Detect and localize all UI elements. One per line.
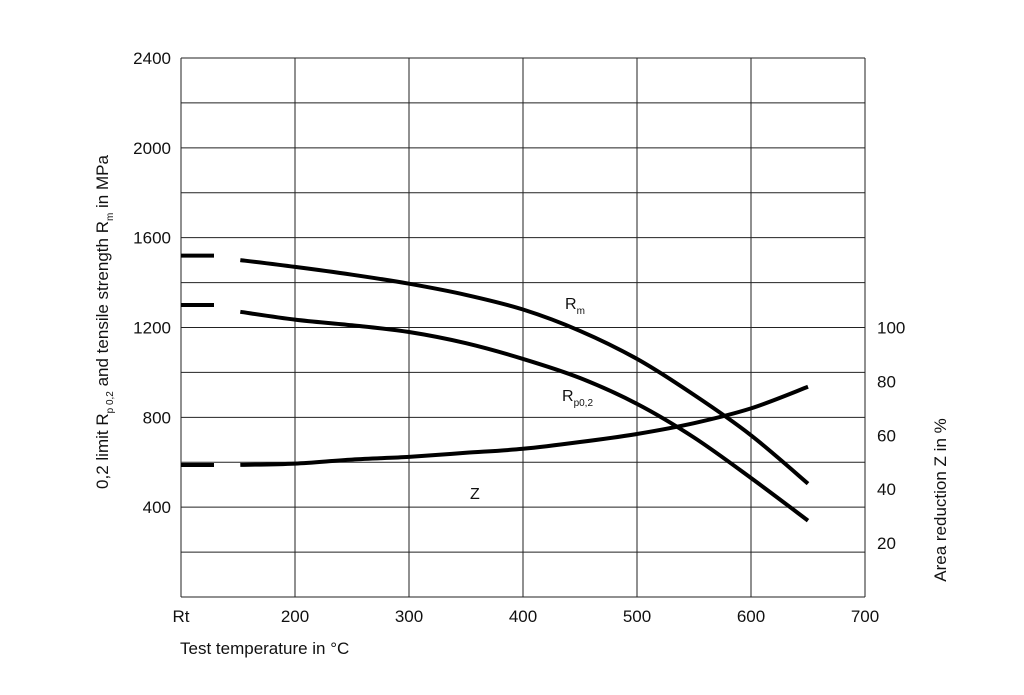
y-right-tick-label: 60 — [877, 426, 896, 445]
y-left-tick-label: 800 — [143, 408, 171, 427]
y-right-tick-labels: 20 40 60 80 100 — [877, 319, 905, 554]
y-left-title-part3: in MPa — [93, 155, 112, 213]
y-left-title-sub1: p 0,2 — [105, 391, 116, 414]
y-left-tick-label: 400 — [143, 498, 171, 517]
y-left-tick-label: 2400 — [133, 49, 171, 68]
series-layer — [240, 258, 810, 523]
y-left-title-part1: 0,2 limit R — [93, 413, 112, 489]
rt-markers — [181, 253, 214, 467]
series-labels: Rm Rp0,2 Z — [470, 296, 593, 503]
x-tick-label: 500 — [623, 607, 651, 626]
x-tick-label: Rt — [173, 607, 190, 626]
series-line-rm — [240, 258, 810, 486]
y-right-tick-label: 20 — [877, 534, 896, 553]
series-line-z — [240, 384, 809, 467]
x-tick-label: 400 — [509, 607, 537, 626]
y-left-tick-labels: 400 800 1200 1600 2000 2400 — [133, 49, 171, 517]
y-left-title-sub2: m — [105, 213, 116, 221]
series-label-rp02: Rp0,2 — [562, 388, 593, 409]
y-right-tick-label: 80 — [877, 372, 896, 391]
y-left-tick-label: 2000 — [133, 139, 171, 158]
y-right-axis-title: Area reduction Z in % — [931, 418, 950, 581]
x-tick-label: 700 — [851, 607, 879, 626]
y-right-tick-label: 40 — [877, 480, 896, 499]
series-label-z: Z — [470, 486, 480, 503]
y-left-axis-title: 0,2 limit Rp 0,2 and tensile strength Rm… — [93, 155, 116, 489]
x-axis-title: Test temperature in °C — [180, 639, 349, 658]
y-left-tick-label: 1200 — [133, 319, 171, 338]
grid — [180, 57, 866, 598]
y-left-title-part2: and tensile strength R — [93, 221, 112, 391]
series-line-rp02 — [240, 309, 810, 523]
y-right-tick-label: 100 — [877, 319, 905, 338]
series-label-rm: Rm — [565, 296, 585, 317]
x-tick-label: 300 — [395, 607, 423, 626]
x-tick-label: 200 — [281, 607, 309, 626]
x-tick-label: 600 — [737, 607, 765, 626]
y-left-tick-label: 1600 — [133, 229, 171, 248]
x-tick-labels: Rt 200 300 400 500 600 700 — [173, 607, 880, 626]
